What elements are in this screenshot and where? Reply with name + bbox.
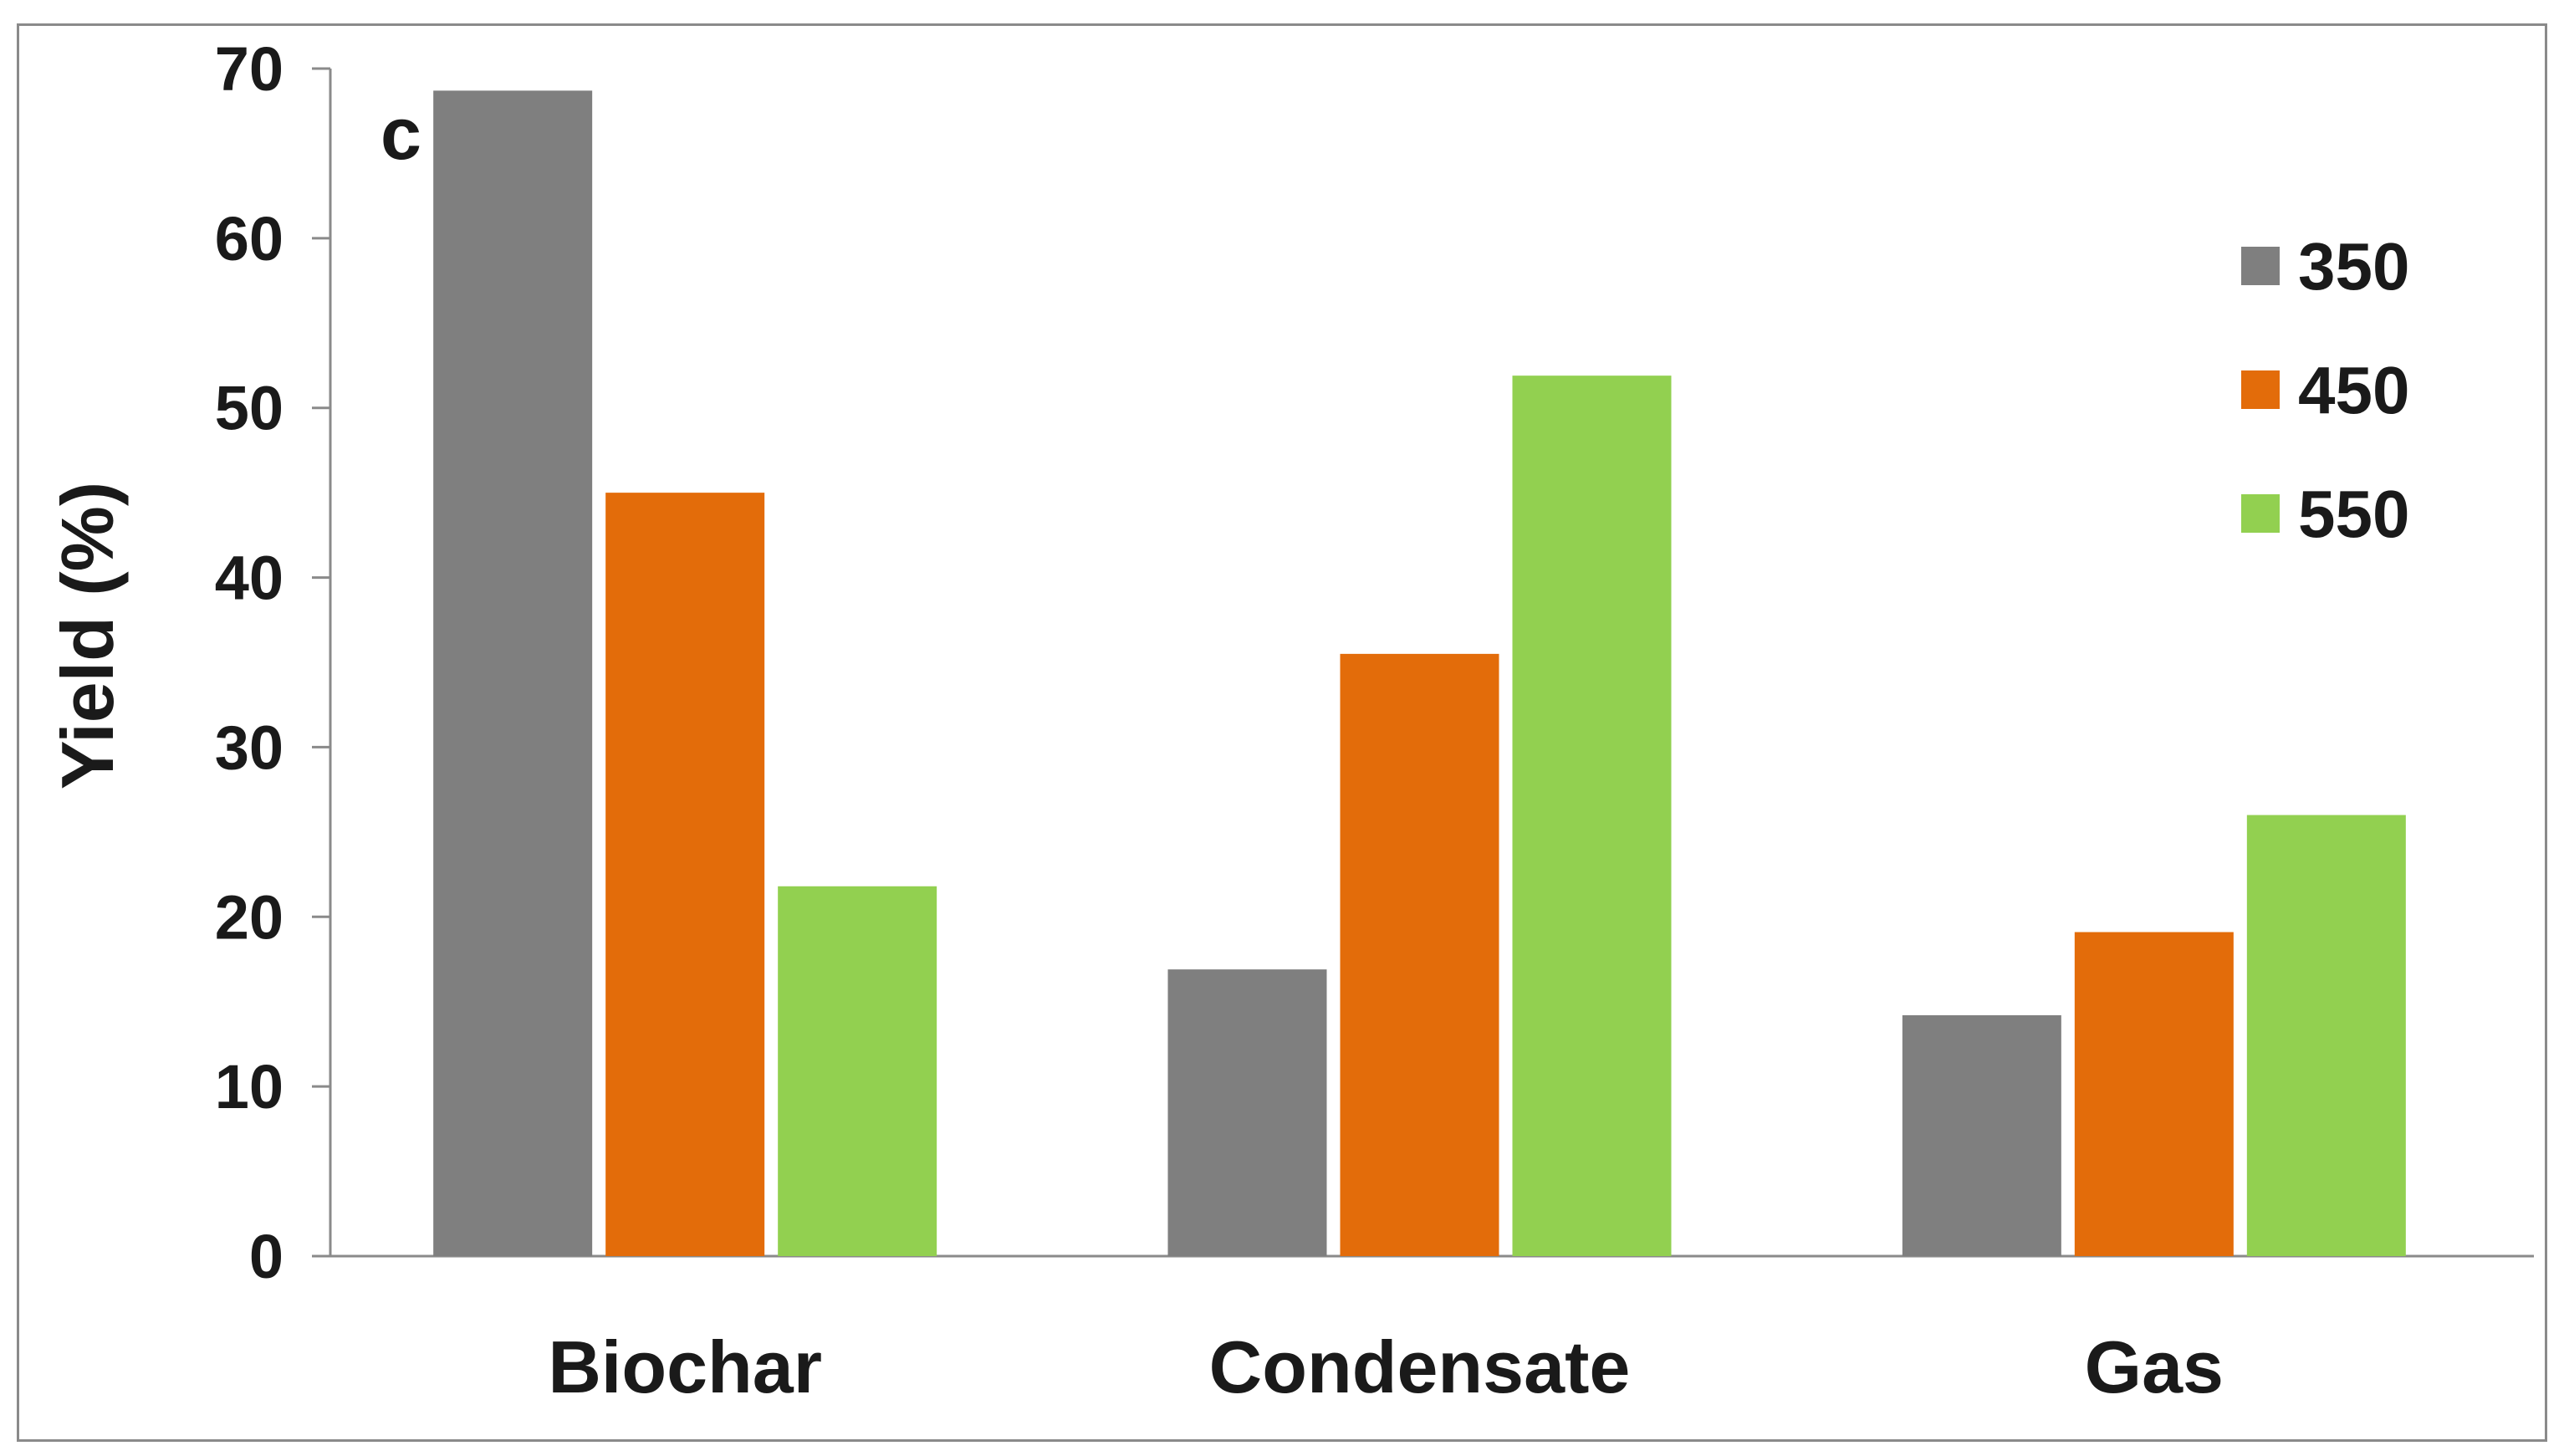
x-category-label: Gas (2085, 1326, 2224, 1408)
y-tick-label: 30 (215, 713, 283, 782)
bar-biochar-550 (778, 886, 937, 1256)
y-axis-title: Yield (%) (46, 482, 129, 789)
y-tick-label: 40 (215, 544, 283, 613)
legend-swatch-350 (2241, 247, 2280, 285)
y-tick-label: 70 (215, 34, 283, 104)
legend: 350 450 550 (2241, 229, 2409, 551)
y-tick-label: 0 (249, 1222, 283, 1291)
legend-swatch-450 (2241, 370, 2280, 409)
tick-labels: 0 10 20 30 40 50 60 70 Biochar Condensate Gas (215, 34, 2224, 1408)
bar-biochar-350 (433, 90, 593, 1256)
y-tick-label: 10 (215, 1052, 283, 1121)
y-tick-label: 60 (215, 204, 283, 273)
x-category-label: Biochar (548, 1326, 822, 1408)
panel-label: c (381, 92, 421, 175)
y-tick-label: 20 (215, 882, 283, 952)
bar-biochar-450 (605, 493, 765, 1256)
bar-condensate-350 (1167, 969, 1327, 1256)
bar-condensate-550 (1512, 375, 1672, 1257)
legend-label: 550 (2298, 477, 2409, 551)
bar-gas-350 (1902, 1014, 2061, 1256)
legend-label: 450 (2298, 353, 2409, 427)
legend-swatch-550 (2241, 494, 2280, 533)
bar-condensate-450 (1340, 653, 1499, 1256)
bars (433, 90, 2406, 1257)
legend-label: 350 (2298, 229, 2409, 304)
bar-gas-550 (2246, 815, 2406, 1256)
x-category-label: Condensate (1209, 1326, 1631, 1408)
bar-gas-450 (2074, 932, 2234, 1256)
y-tick-label: 50 (215, 374, 283, 443)
